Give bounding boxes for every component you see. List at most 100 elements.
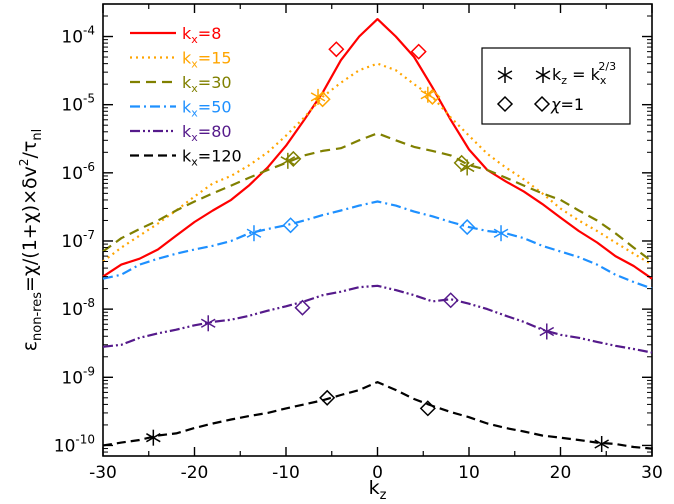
- star-marker: [200, 315, 216, 332]
- legend-star-icon-b: [535, 67, 551, 83]
- y-tick-exponent: -8: [83, 296, 95, 310]
- marker-legend-box: [481, 47, 631, 125]
- x-tick-label: -30: [89, 463, 117, 483]
- legend-label-sub: x: [191, 82, 198, 95]
- y-tick-base: 10: [61, 368, 83, 388]
- legend-diamond-label: χ=1: [550, 95, 584, 114]
- legend-label-val: =30: [198, 73, 232, 92]
- y-axis-label-sub: non-res: [30, 292, 45, 341]
- legend-star-label: kz = kx2/3: [552, 60, 616, 87]
- legend-label-sub: x: [191, 131, 198, 144]
- legend-label-1: kx=15: [182, 49, 232, 71]
- diamond-marker: [419, 400, 436, 417]
- diamond-marker: [314, 91, 331, 108]
- diamond-marker: [328, 41, 345, 58]
- legend-label-2: kx=30: [182, 73, 232, 95]
- y-tick-exponent: -5: [83, 92, 95, 106]
- y-axis-label-sub2: nl: [30, 129, 45, 141]
- legend-star-lhs: k: [552, 65, 562, 84]
- diamond-marker: [410, 43, 427, 60]
- legend-label-val: =8: [198, 24, 222, 43]
- legend-star-mid-sub: x: [600, 74, 607, 87]
- series-line-3: [102, 200, 653, 290]
- legend-label-base: k: [182, 98, 192, 117]
- diamond-marker: [459, 219, 476, 236]
- y-axis-label-sup: 2: [17, 158, 31, 166]
- legend-label-base: k: [182, 49, 192, 68]
- star-marker: [594, 435, 609, 452]
- legend-diamond-icon-a: [496, 95, 514, 113]
- legend-star-mid-sup: 2/3: [598, 60, 616, 73]
- legend-label-base: k: [182, 122, 192, 141]
- diamond-marker: [285, 150, 302, 167]
- x-axis-label: kz: [369, 477, 387, 503]
- y-tick-exponent: -9: [83, 364, 95, 378]
- y-tick-exponent: -7: [83, 228, 95, 242]
- y-axis-label-slash: /τ: [19, 141, 41, 159]
- diamond-marker: [319, 389, 336, 406]
- x-tick-label: 30: [641, 463, 663, 483]
- x-axis-label-base: k: [369, 477, 380, 499]
- series-line-1: [102, 62, 653, 266]
- star-marker: [246, 225, 262, 242]
- y-tick-exponent: -4: [83, 24, 95, 38]
- star-stroke: [535, 70, 551, 80]
- legend-star-icon-a: [497, 67, 513, 83]
- legend-label-sub: x: [191, 33, 198, 46]
- y-tick-label: 10-5: [61, 92, 95, 116]
- legend-diamond-chi: χ: [550, 95, 561, 114]
- diamond-marker: [442, 292, 459, 309]
- star-stroke: [200, 318, 216, 328]
- legend-label-base: k: [182, 73, 192, 92]
- y-tick-exponent: -6: [83, 160, 95, 174]
- star-stroke: [246, 228, 262, 238]
- star-stroke: [493, 228, 509, 238]
- series-line-5: [102, 381, 653, 450]
- y-tick-base: 10: [54, 436, 76, 456]
- diamond-marker: [282, 217, 299, 234]
- star-stroke: [497, 70, 513, 80]
- y-tick-label: 10-10: [54, 432, 95, 456]
- legend-label-0: kx=8: [182, 24, 221, 46]
- diamond-marker: [424, 88, 441, 105]
- star-stroke: [594, 439, 609, 449]
- star-stroke: [146, 433, 161, 443]
- y-tick-exponent: -10: [75, 432, 95, 446]
- legend-label-val: =80: [198, 122, 232, 141]
- diamond-marker: [294, 299, 311, 316]
- legend-label-5: kx=120: [182, 147, 242, 169]
- series-line-0: [102, 18, 653, 280]
- star-marker: [493, 225, 509, 242]
- star-marker: [539, 323, 555, 340]
- legend-label-base: k: [182, 147, 192, 166]
- legend-label-val: =120: [198, 147, 242, 166]
- y-tick-label: 10-4: [61, 24, 95, 48]
- x-tick-label: -10: [272, 463, 300, 483]
- legend-star-lhs-sub: z: [561, 74, 567, 87]
- x-tick-label: 20: [550, 463, 572, 483]
- series-line-4: [102, 284, 653, 354]
- y-axis-label-eps: ε: [19, 341, 41, 351]
- y-tick-base: 10: [61, 164, 83, 184]
- x-tick-label: -20: [181, 463, 209, 483]
- x-tick-label: 10: [458, 463, 480, 483]
- star-stroke: [539, 326, 555, 337]
- legend-label-sub: x: [191, 156, 198, 169]
- y-tick-label: 10-8: [61, 296, 95, 320]
- y-tick-base: 10: [61, 232, 83, 252]
- star-stroke: [459, 162, 475, 173]
- y-tick-label: 10-9: [61, 364, 95, 388]
- legend-label-val: =15: [198, 49, 232, 68]
- x-axis-label-sub: z: [380, 488, 387, 503]
- legend-star-mid: = k: [567, 65, 601, 84]
- diamond-marker: [453, 154, 470, 171]
- legend-diamond-icon-b: [533, 95, 551, 113]
- legend-diamond-rest: =1: [560, 95, 584, 114]
- y-tick-base: 10: [61, 96, 83, 116]
- y-axis-label-expr: =χ/(1+χ)×δv: [19, 166, 41, 292]
- legend-label-val: =50: [198, 98, 232, 117]
- legend-label-4: kx=80: [182, 122, 232, 144]
- legend-label-3: kx=50: [182, 98, 232, 120]
- legend-label-base: k: [182, 24, 192, 43]
